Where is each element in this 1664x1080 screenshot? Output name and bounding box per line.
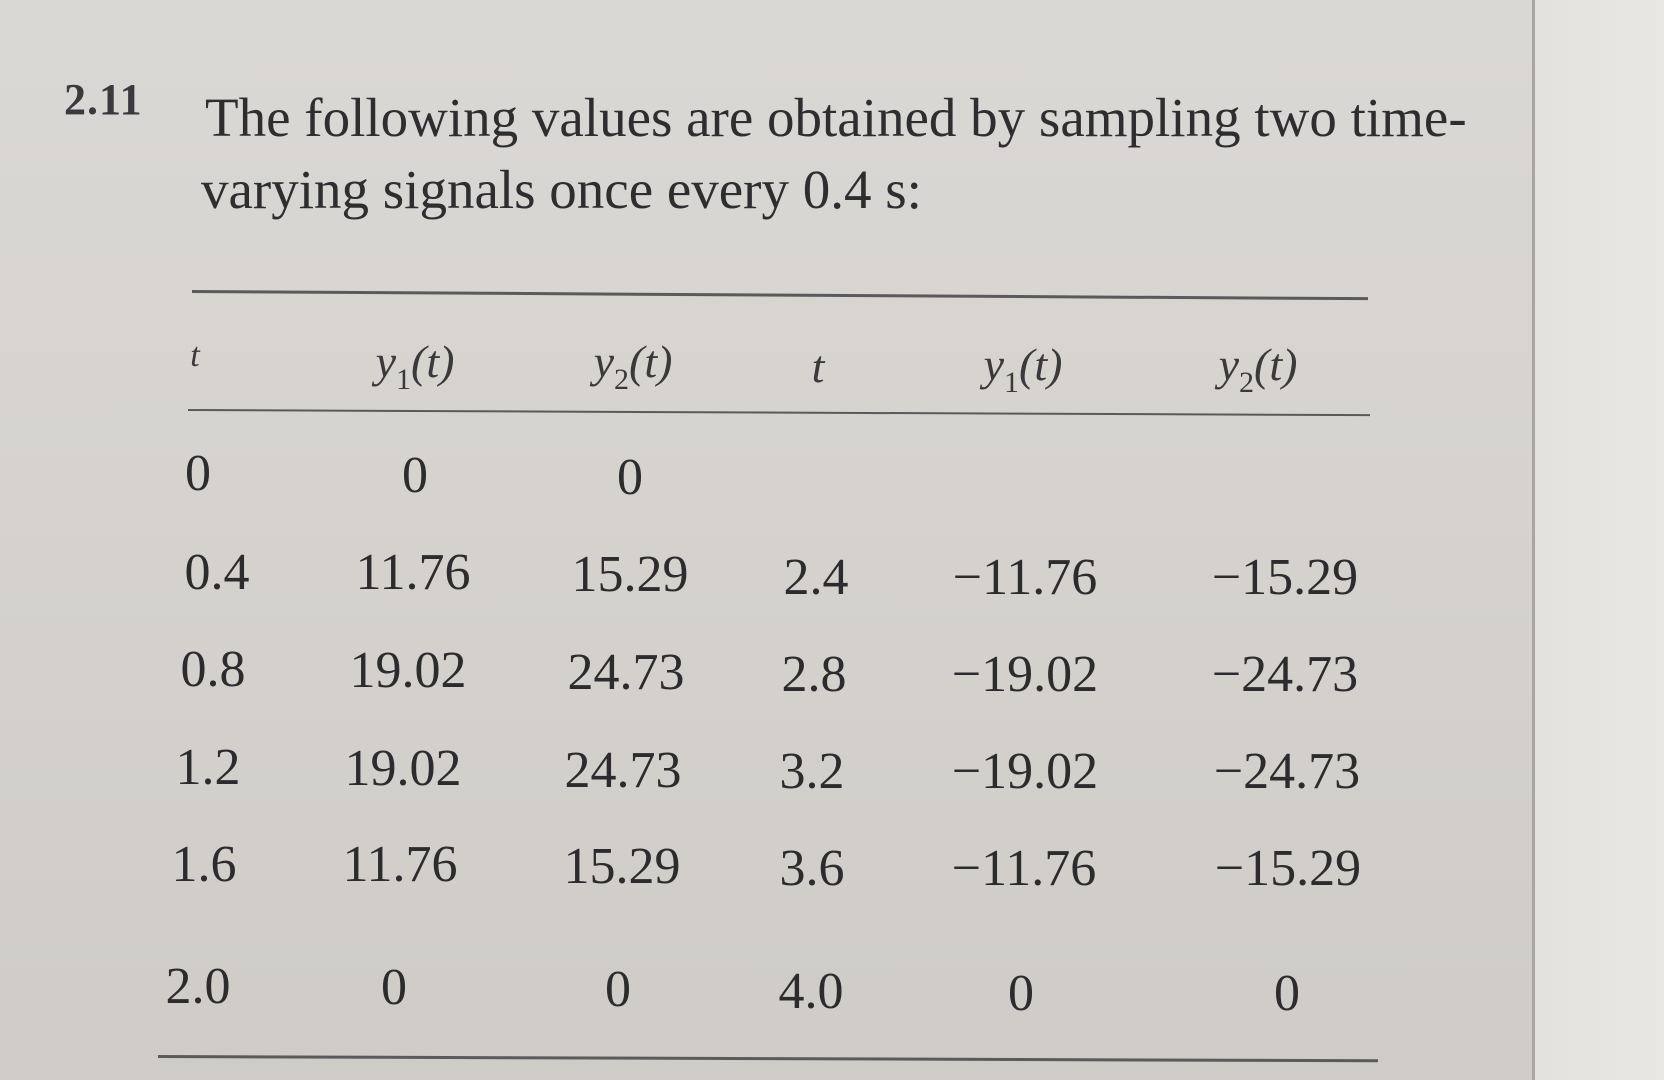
table-cell: 1.6 [171, 836, 237, 893]
table-cell: −15.29 [1214, 840, 1362, 897]
table-cell: −19.02 [951, 743, 1099, 800]
table-cell: 4.0 [778, 963, 844, 1020]
table-cell: −19.02 [951, 646, 1099, 703]
table-cell: 0 [381, 959, 407, 1016]
table-cell: 0 [1008, 965, 1034, 1022]
header-t-left: t [190, 337, 200, 374]
table-cell: −11.76 [952, 549, 1098, 606]
table-header-rule [187, 409, 1370, 417]
problem-number: 2.11 [64, 75, 143, 124]
table-cell: −24.73 [1211, 646, 1359, 703]
table-cell: 24.73 [564, 742, 682, 799]
table-cell: 1.2 [175, 739, 241, 796]
table-cell: 0 [605, 961, 631, 1018]
table-cell: 2.8 [781, 646, 847, 703]
problem-statement: The following values are obtained by sam… [201, 82, 1535, 226]
table-cell: 0.8 [180, 641, 246, 698]
table-cell: 3.6 [779, 840, 845, 897]
table-cell: −15.29 [1211, 549, 1359, 606]
table-bottom-rule [157, 1055, 1378, 1063]
table-cell: 15.29 [563, 838, 681, 895]
table-cell: 15.29 [571, 546, 689, 603]
problem-text-line-2: varying signals once every 0.4 s: [201, 159, 922, 220]
table-top-rule [191, 290, 1368, 301]
adjacent-page [1535, 0, 1664, 1080]
problem-text-line-1: The following values are obtained by sam… [205, 87, 1467, 148]
table-cell: −11.76 [951, 840, 1097, 897]
page-edge [1532, 0, 1535, 1080]
header-y1-left: y1(t) [375, 336, 455, 396]
table-cell: 19.02 [344, 740, 462, 797]
table-cell: 11.76 [342, 836, 458, 893]
table-cell: 0 [617, 449, 643, 506]
table-cell: 24.73 [567, 644, 685, 701]
header-y2-left: y2(t) [593, 336, 673, 396]
table-cell: 2.4 [783, 549, 849, 606]
table-cell: −24.73 [1213, 743, 1361, 800]
table-cell: 0 [1274, 965, 1300, 1022]
header-t-right: t [811, 341, 825, 392]
table-cell: 19.02 [349, 642, 467, 699]
header-y1-right: y1(t) [983, 339, 1063, 399]
table-cell: 0 [185, 445, 211, 502]
table-cell: 0.4 [184, 544, 250, 601]
table-cell: 2.0 [165, 958, 231, 1015]
table-cell: 3.2 [779, 743, 845, 800]
header-y2-right: y2(t) [1218, 339, 1298, 399]
table-cell: 0 [402, 447, 428, 504]
table-cell: 11.76 [355, 544, 471, 601]
